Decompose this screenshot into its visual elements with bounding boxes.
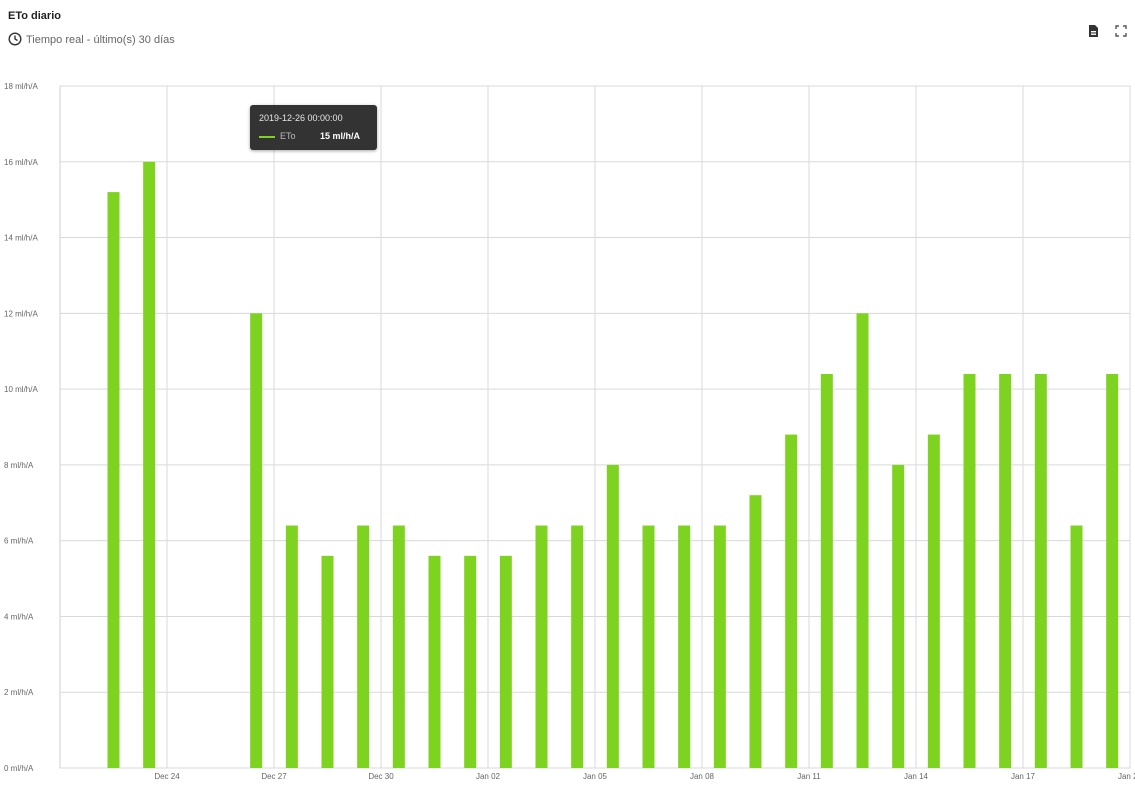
clock-icon xyxy=(8,32,22,46)
bar[interactable] xyxy=(321,555,334,768)
y-tick-label: 18 ml/h/A xyxy=(4,82,38,91)
bars xyxy=(107,161,1119,769)
bar[interactable] xyxy=(464,555,477,768)
y-tick-label: 8 ml/h/A xyxy=(4,461,34,470)
bar[interactable] xyxy=(820,373,833,768)
bar[interactable] xyxy=(999,373,1012,768)
x-tick-label: Dec 27 xyxy=(261,772,287,781)
bar[interactable] xyxy=(357,525,370,768)
x-axis-labels: Dec 24 Dec 27 Dec 30 Jan 02 Jan 05 Jan 08 Jan … xyxy=(154,772,1135,781)
bar[interactable] xyxy=(927,434,940,768)
bar[interactable] xyxy=(250,313,263,768)
bar[interactable] xyxy=(392,525,405,768)
widget-tools xyxy=(1076,24,1128,43)
bar[interactable] xyxy=(892,464,905,768)
bar-chart: 0 ml/h/A 2 ml/h/A 4 ml/h/A 6 ml/h/A 8 ml/h/A… xyxy=(4,82,1135,781)
bar[interactable] xyxy=(535,525,548,768)
x-tick-label: Jan 17 xyxy=(1011,772,1036,781)
bar[interactable] xyxy=(713,525,726,768)
bar[interactable] xyxy=(749,495,762,768)
x-tick-label: Dec 24 xyxy=(154,772,180,781)
bar[interactable] xyxy=(428,555,441,768)
y-tick-label: 6 ml/h/A xyxy=(4,537,34,546)
y-tick-label: 14 ml/h/A xyxy=(4,234,38,243)
bar[interactable] xyxy=(1070,525,1083,768)
bar[interactable] xyxy=(107,192,120,769)
y-tick-label: 2 ml/h/A xyxy=(4,688,34,697)
y-tick-label: 0 ml/h/A xyxy=(4,764,34,773)
x-tick-label: Jan 02 xyxy=(476,772,501,781)
bar[interactable] xyxy=(785,434,798,768)
x-tick-label: Jan 08 xyxy=(690,772,715,781)
expand-icon[interactable] xyxy=(1114,24,1128,38)
x-tick-label: Dec 30 xyxy=(368,772,394,781)
bar[interactable] xyxy=(856,313,869,768)
bar[interactable] xyxy=(571,525,584,768)
tooltip-time: 2019-12-26 00:00:00 xyxy=(259,113,343,123)
chart-tooltip: 2019-12-26 00:00:00 ETo 15 ml/h/A xyxy=(250,105,377,150)
file-icon[interactable] xyxy=(1086,24,1100,38)
bar[interactable] xyxy=(678,525,691,768)
widget-subtitle: Tiempo real - último(s) 30 días xyxy=(26,34,175,46)
bar[interactable] xyxy=(499,555,512,768)
bar[interactable] xyxy=(285,525,298,768)
x-tick-label: Jan 20 xyxy=(1118,772,1135,781)
tooltip-value: 15 ml/h/A xyxy=(320,131,361,141)
bar[interactable] xyxy=(1034,373,1047,768)
y-tick-label: 10 ml/h/A xyxy=(4,385,38,394)
tooltip-series-swatch xyxy=(259,136,275,138)
tooltip-series-name: ETo xyxy=(280,131,296,141)
widget-title: ETo diario xyxy=(8,10,61,22)
y-tick-label: 16 ml/h/A xyxy=(4,158,38,167)
bar[interactable] xyxy=(642,525,655,768)
bar[interactable] xyxy=(143,161,156,768)
x-tick-label: Jan 11 xyxy=(797,772,821,781)
y-axis-labels: 0 ml/h/A 2 ml/h/A 4 ml/h/A 6 ml/h/A 8 ml/h/A… xyxy=(4,82,38,773)
grid xyxy=(59,85,1131,769)
x-tick-label: Jan 05 xyxy=(583,772,608,781)
bar[interactable] xyxy=(606,464,619,768)
bar[interactable] xyxy=(963,373,976,768)
x-tick-label: Jan 14 xyxy=(904,772,929,781)
y-tick-label: 4 ml/h/A xyxy=(4,612,34,621)
y-tick-label: 12 ml/h/A xyxy=(4,309,38,318)
widget-header: ETo diario Tiempo real - último(s) 30 dí… xyxy=(8,10,1128,60)
bar[interactable] xyxy=(1106,373,1119,768)
